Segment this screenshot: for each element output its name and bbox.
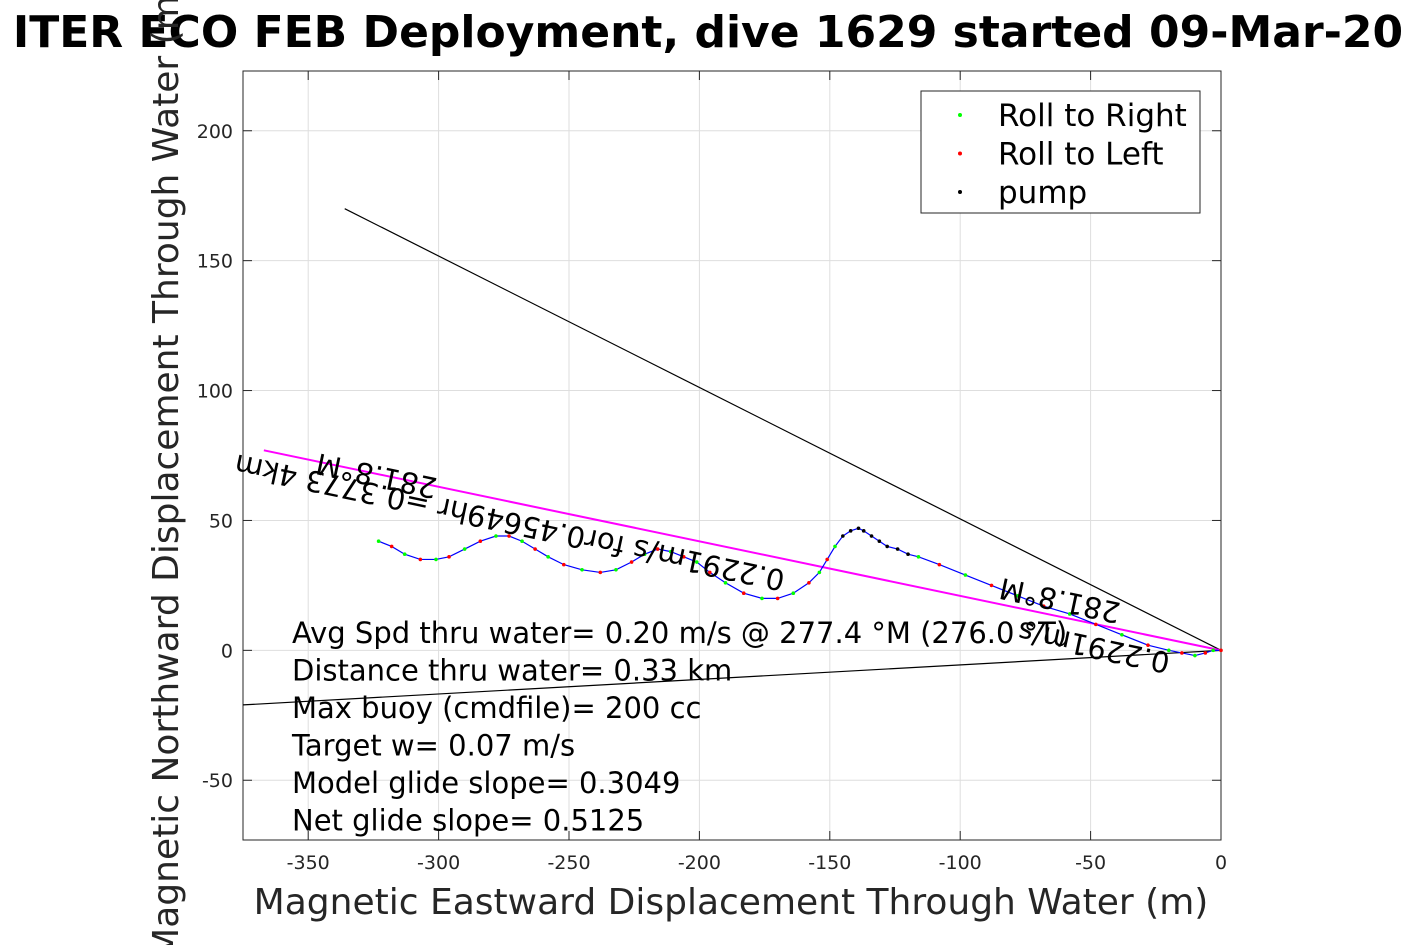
track-sample-point: [598, 570, 603, 575]
track-sample-point: [807, 581, 811, 585]
track-sample-point: [1041, 604, 1046, 608]
track-sample-point: [856, 526, 861, 531]
y-axis-label: Magnetic Northward Displacement Through …: [146, 0, 187, 945]
track-sample-point: [561, 562, 566, 567]
stat-line: Max buoy (cmdfile)= 200 cc: [292, 691, 701, 725]
track-sample-point: [760, 596, 764, 601]
track-sample-point: [462, 547, 467, 551]
plot-area: -350 -300 -250 -200 -150 -100 -50 0 -50 0 50 100 150…: [197, 70, 1227, 874]
track-sample-point: [1120, 632, 1124, 637]
track-sample-point: [694, 560, 699, 564]
track-sample-point: [1094, 622, 1098, 627]
x-tick-label: -300: [417, 852, 460, 874]
x-tick-label: -100: [939, 852, 982, 874]
track-sample-point: [520, 539, 524, 544]
x-tick-label: -350: [287, 852, 330, 874]
track-sample-point: [1203, 651, 1208, 655]
track-sample-point: [681, 555, 686, 559]
legend-entry-label: Roll to Right: [998, 98, 1187, 134]
track-sample-point: [533, 547, 537, 551]
track-sample-point: [877, 539, 882, 544]
track-sample-point: [494, 534, 498, 538]
track-sample-point: [478, 539, 483, 544]
track-sample-point: [963, 573, 968, 577]
track-sample-point: [1167, 648, 1171, 653]
track-sample-point: [1193, 653, 1197, 658]
track-sample-point: [708, 570, 712, 575]
track-sample-point: [861, 529, 866, 533]
x-tick-label: -50: [1075, 852, 1106, 874]
track-sample-point: [723, 581, 728, 585]
chart-title: ITER ECO FEB Deployment, dive 1629 start…: [13, 7, 1403, 58]
track-sample-point: [1067, 612, 1072, 616]
stat-line: Model glide slope= 0.3049: [292, 766, 680, 800]
track-sample-point: [629, 560, 634, 564]
legend-entry-label: pump: [998, 175, 1087, 211]
track-sample-point: [447, 555, 451, 559]
track-sample-point: [402, 552, 407, 557]
track-sample-point: [817, 570, 822, 575]
line-reference-lower: [242, 649, 1222, 706]
legend-marker: [958, 190, 962, 194]
stat-line: Target w= 0.07 m/s: [291, 729, 575, 763]
track-sample-point: [580, 568, 584, 572]
track-sample-point: [614, 568, 618, 572]
track-sample-point: [825, 557, 829, 562]
x-tick-label: -200: [678, 852, 721, 874]
track-sample-point: [668, 549, 673, 554]
track-sample-point: [642, 552, 647, 557]
track-sample-point: [1146, 643, 1150, 647]
track-sample-point: [841, 534, 845, 538]
track-sample-point: [906, 552, 910, 557]
y-tick-label: -50: [202, 770, 233, 792]
track-sample-point: [869, 534, 874, 538]
legend-entry-label: Roll to Left: [998, 137, 1164, 173]
dive-track-line: [378, 527, 1221, 657]
x-tick-label: -250: [547, 852, 590, 874]
track-sample-point: [655, 547, 660, 551]
line-heading-track: [263, 449, 1222, 652]
stat-line: Distance thru water= 0.33 km: [292, 654, 732, 688]
track-sample-point: [791, 591, 796, 595]
x-tick-label: -150: [808, 852, 851, 874]
track-sample-point: [833, 544, 837, 549]
track-sample-point: [418, 557, 423, 562]
track-sample-point: [507, 534, 511, 538]
track-sample-point: [376, 539, 381, 544]
track-sample-point: [546, 555, 550, 559]
track-sample-point: [434, 557, 438, 562]
track-sample-point: [916, 555, 921, 559]
y-tick-label: 50: [209, 510, 233, 532]
y-tick-label: 200: [197, 121, 233, 143]
plot-frame: [242, 70, 1222, 841]
y-tick-label: 150: [197, 251, 233, 273]
track-sample-point: [885, 544, 889, 549]
track-sample-point: [937, 562, 942, 567]
track-sample-point: [1180, 651, 1184, 655]
track-sample-point: [848, 529, 853, 533]
stat-line: Avg Spd thru water= 0.20 m/s @ 277.4 °M …: [292, 616, 1067, 650]
x-axis-label: Magnetic Eastward Displacement Through W…: [254, 882, 1209, 923]
track-sample-point: [989, 583, 994, 588]
stat-line: Net glide slope= 0.5125: [292, 804, 644, 838]
track-sample-point: [1015, 593, 1020, 598]
line-reference-upper: [344, 208, 1222, 651]
legend-box: [920, 90, 1201, 214]
y-tick-label: 100: [197, 381, 233, 403]
track-sample-point: [1219, 648, 1223, 653]
legend-marker: [958, 151, 962, 156]
x-tick-label: 0: [1215, 852, 1227, 874]
legend-marker: [958, 113, 962, 117]
track-sample-point: [741, 591, 746, 595]
track-sample-point: [775, 596, 780, 601]
track-sample-point: [895, 547, 900, 551]
track-sample-point: [389, 544, 394, 549]
y-tick-label: 0: [221, 640, 233, 662]
track-sample-point: [1211, 648, 1215, 653]
